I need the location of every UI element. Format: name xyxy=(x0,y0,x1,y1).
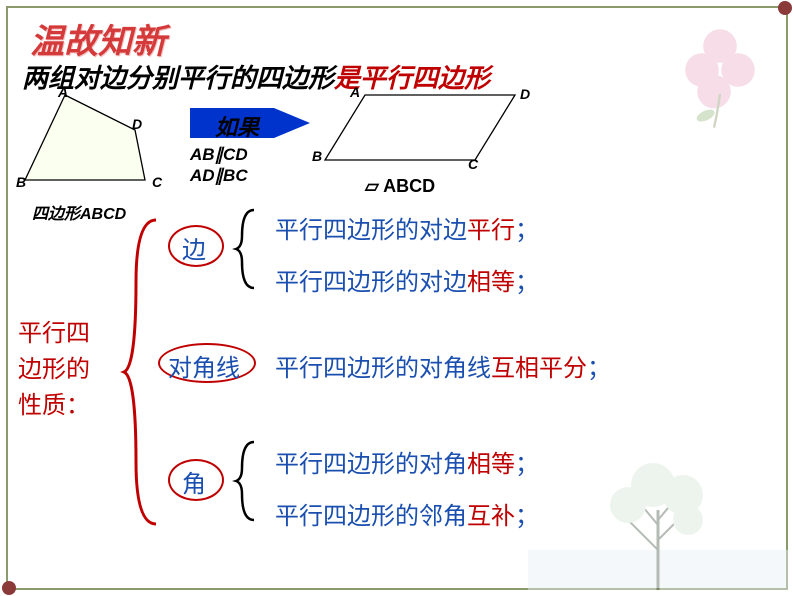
prop-line-2: 平行四边形的对边相等； xyxy=(275,262,539,297)
quad-label-a: A xyxy=(58,84,68,100)
corner-dot-tr xyxy=(778,1,792,15)
para-label-c: C xyxy=(468,156,478,172)
prop-line-5: 平行四边形的邻角互补； xyxy=(275,496,539,531)
quadrilateral-figure xyxy=(20,85,165,185)
cat-jiao: 角 xyxy=(182,464,206,499)
parallelogram-caption: ▱ ABCD xyxy=(365,176,435,197)
quad-label-b: B xyxy=(16,174,26,190)
condition-1: AB∥CD xyxy=(190,145,248,165)
para-label-a: A xyxy=(350,84,360,100)
bg-flower-decoration xyxy=(660,10,780,130)
corner-dot-bl xyxy=(2,581,16,595)
prop-line-3: 平行四边形的对角线互相平分； xyxy=(275,348,611,383)
cat-bian: 边 xyxy=(182,230,206,265)
quad-caption: 四边形ABCD xyxy=(32,200,126,224)
slide-title: 温故知新 xyxy=(30,14,166,63)
bg-tree-decoration xyxy=(528,410,788,590)
cat-diag: 对角线 xyxy=(168,348,240,383)
properties-label: 平行四 边形的 性质： xyxy=(18,316,90,424)
brace-bian xyxy=(232,206,260,292)
brace-jiao xyxy=(232,438,260,524)
prop-line-1: 平行四边形的对边平行； xyxy=(275,210,539,245)
quad-label-d: D xyxy=(132,116,142,132)
para-label-d: D xyxy=(520,86,530,102)
prop-line-4: 平行四边形的对角相等； xyxy=(275,444,539,479)
para-label-b: B xyxy=(312,148,322,164)
big-brace xyxy=(118,212,168,532)
quad-label-c: C xyxy=(152,174,162,190)
if-label: 如果 xyxy=(215,110,259,142)
condition-2: AD∥BC xyxy=(190,166,248,186)
